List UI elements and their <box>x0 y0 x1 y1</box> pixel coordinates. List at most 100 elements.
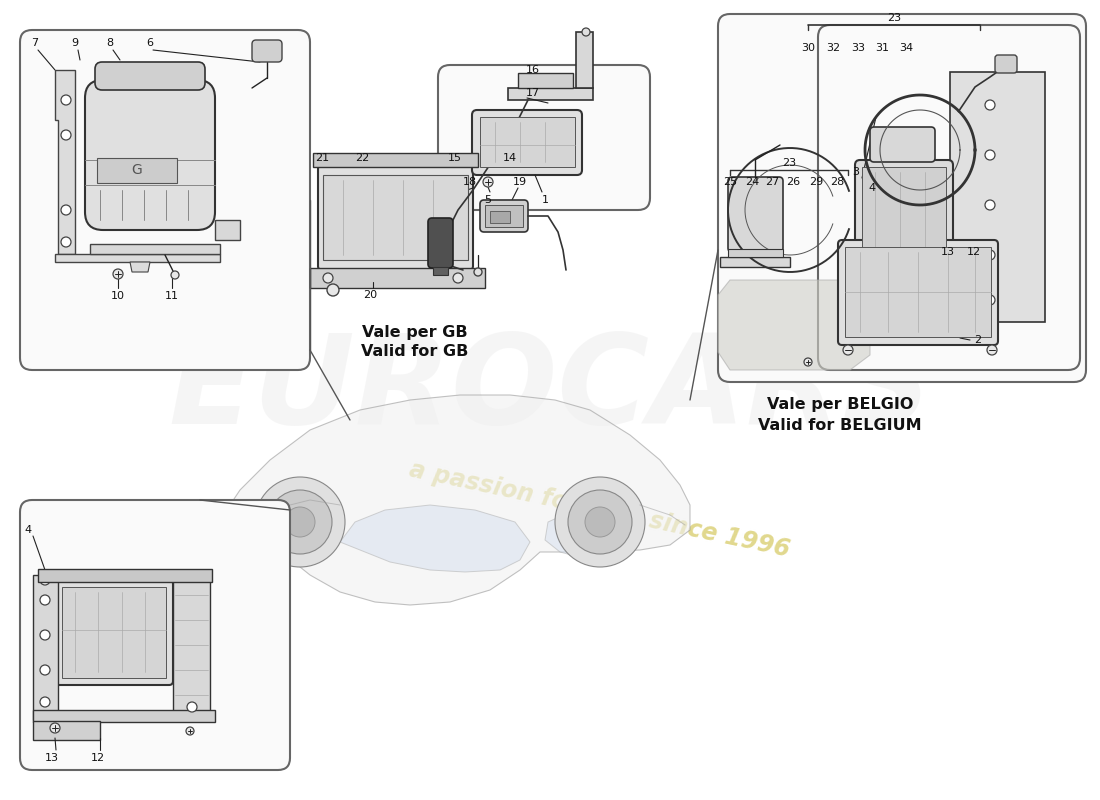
FancyBboxPatch shape <box>838 240 998 345</box>
Text: 19: 19 <box>513 177 527 187</box>
Text: 20: 20 <box>363 290 377 300</box>
Text: 12: 12 <box>967 247 981 257</box>
Circle shape <box>984 200 996 210</box>
FancyBboxPatch shape <box>438 65 650 210</box>
Text: 23: 23 <box>887 13 901 23</box>
FancyBboxPatch shape <box>318 165 473 270</box>
Circle shape <box>40 575 49 585</box>
Circle shape <box>483 177 493 187</box>
Text: 7: 7 <box>32 38 39 48</box>
Circle shape <box>113 269 123 279</box>
Text: 1: 1 <box>541 195 549 205</box>
Text: 13: 13 <box>45 753 59 763</box>
FancyBboxPatch shape <box>718 14 1086 382</box>
Bar <box>323 175 468 260</box>
Text: 12: 12 <box>91 753 106 763</box>
Polygon shape <box>130 262 150 272</box>
FancyBboxPatch shape <box>870 127 935 162</box>
Polygon shape <box>55 70 75 254</box>
Circle shape <box>40 665 49 675</box>
Circle shape <box>984 150 996 160</box>
Text: Valid for BELGIUM: Valid for BELGIUM <box>758 418 922 433</box>
Text: 27: 27 <box>764 177 779 187</box>
Text: 25: 25 <box>723 177 737 187</box>
FancyBboxPatch shape <box>55 580 173 685</box>
Text: 10: 10 <box>111 291 125 301</box>
Text: 33: 33 <box>851 43 865 53</box>
Circle shape <box>50 723 60 733</box>
FancyBboxPatch shape <box>480 200 528 232</box>
Polygon shape <box>33 575 58 720</box>
Circle shape <box>170 271 179 279</box>
Text: 22: 22 <box>355 153 370 163</box>
Circle shape <box>40 630 49 640</box>
Text: 30: 30 <box>801 43 815 53</box>
Circle shape <box>327 284 339 296</box>
FancyBboxPatch shape <box>85 80 214 230</box>
Polygon shape <box>220 395 690 605</box>
FancyBboxPatch shape <box>252 40 282 62</box>
Polygon shape <box>90 244 220 254</box>
Text: 6: 6 <box>146 38 154 48</box>
Circle shape <box>40 697 49 707</box>
Circle shape <box>568 490 632 554</box>
Bar <box>485 205 522 227</box>
Text: 5: 5 <box>484 195 492 205</box>
Bar <box>62 587 166 678</box>
Circle shape <box>323 273 333 283</box>
Circle shape <box>984 295 996 305</box>
Circle shape <box>556 477 645 567</box>
Text: 13: 13 <box>940 247 955 257</box>
Text: 16: 16 <box>526 65 540 75</box>
FancyBboxPatch shape <box>855 160 953 280</box>
FancyBboxPatch shape <box>20 30 310 370</box>
Circle shape <box>804 358 812 366</box>
Text: 21: 21 <box>315 153 329 163</box>
Polygon shape <box>173 578 210 712</box>
Text: Vale per BELGIO: Vale per BELGIO <box>767 398 913 413</box>
Polygon shape <box>55 254 220 262</box>
Circle shape <box>843 345 852 355</box>
Bar <box>845 247 991 337</box>
Text: G: G <box>132 163 142 177</box>
Circle shape <box>60 130 72 140</box>
Text: 31: 31 <box>874 43 889 53</box>
Text: 14: 14 <box>503 153 517 163</box>
Text: 9: 9 <box>72 38 78 48</box>
Text: a passion for cars since 1996: a passion for cars since 1996 <box>407 458 793 562</box>
Bar <box>310 268 485 288</box>
Circle shape <box>255 477 345 567</box>
Text: 28: 28 <box>829 177 844 187</box>
Bar <box>480 117 575 167</box>
Bar <box>433 267 448 275</box>
Bar <box>518 73 573 88</box>
Text: 18: 18 <box>463 177 477 187</box>
Circle shape <box>984 100 996 110</box>
Bar <box>39 569 212 582</box>
FancyBboxPatch shape <box>818 25 1080 370</box>
Bar <box>728 249 783 257</box>
FancyBboxPatch shape <box>95 62 205 90</box>
Text: 24: 24 <box>745 177 759 187</box>
Bar <box>862 167 946 272</box>
Circle shape <box>474 268 482 276</box>
Circle shape <box>268 490 332 554</box>
Text: 34: 34 <box>899 43 913 53</box>
Text: 26: 26 <box>785 177 800 187</box>
Circle shape <box>60 95 72 105</box>
FancyBboxPatch shape <box>728 177 783 252</box>
Polygon shape <box>33 710 214 722</box>
Circle shape <box>453 273 463 283</box>
Circle shape <box>585 507 615 537</box>
FancyBboxPatch shape <box>428 218 453 268</box>
Circle shape <box>187 702 197 712</box>
Bar <box>97 158 177 183</box>
Polygon shape <box>340 505 530 572</box>
Text: 2: 2 <box>975 335 981 345</box>
Circle shape <box>984 250 996 260</box>
Text: Vale per GB: Vale per GB <box>362 325 468 339</box>
Polygon shape <box>544 510 640 560</box>
Text: Valid for GB: Valid for GB <box>361 345 469 359</box>
Text: 32: 32 <box>826 43 840 53</box>
FancyBboxPatch shape <box>20 500 290 770</box>
